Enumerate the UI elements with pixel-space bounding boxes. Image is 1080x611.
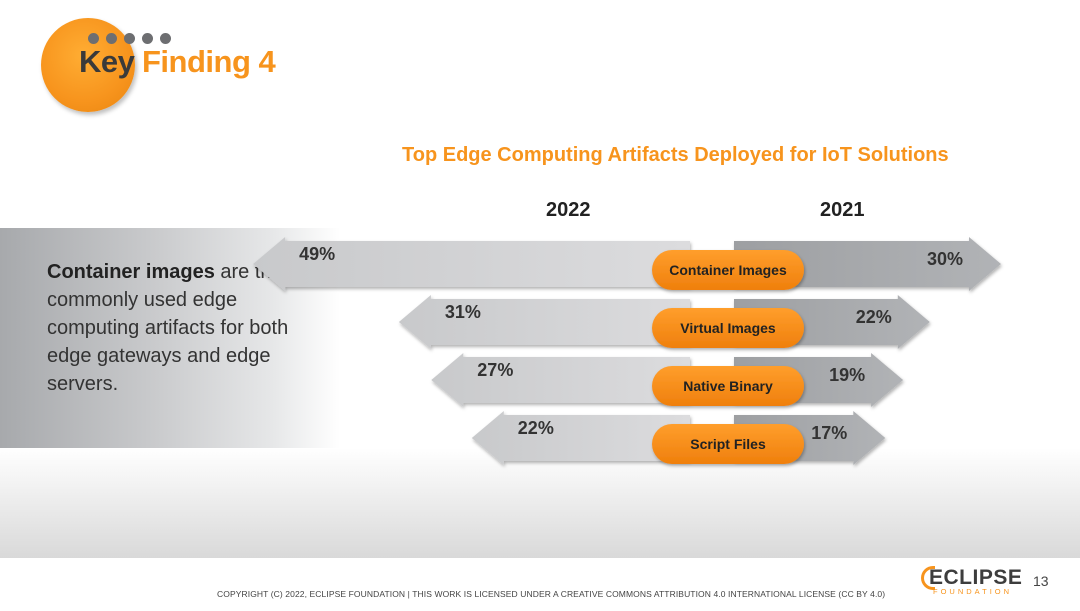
value-label-2021: 17% (811, 423, 847, 443)
category-pill (652, 308, 804, 348)
category-pill (652, 424, 804, 464)
bar-2022-virtual-images (398, 295, 690, 349)
dot (160, 33, 171, 44)
category-label: Native Binary (683, 378, 773, 394)
category-label: Virtual Images (680, 320, 776, 336)
eclipse-logo: ECLIPSE (929, 566, 1023, 589)
value-label-2022: 49% (299, 244, 335, 264)
category-pill (652, 250, 804, 290)
finding-bold: Container images (47, 261, 215, 283)
value-label-2021: 22% (856, 307, 892, 327)
header-title-finding: Finding 4 (142, 44, 276, 79)
category-pill (652, 366, 804, 406)
page-number: 13 (1033, 573, 1049, 589)
year-label-2022: 2022 (546, 199, 591, 221)
bottom-fade (0, 448, 1080, 558)
dot (106, 33, 117, 44)
header-dots (88, 33, 171, 44)
dot (124, 33, 135, 44)
value-label-2022: 31% (445, 302, 481, 322)
footer-bar (0, 558, 1080, 611)
bar-2022-script-files (471, 411, 690, 465)
dot (88, 33, 99, 44)
chart-title: Top Edge Computing Artifacts Deployed fo… (402, 144, 949, 166)
header-title-key: Key (79, 44, 135, 79)
value-label-2022: 27% (477, 360, 513, 380)
value-label-2021: 30% (927, 249, 963, 269)
dot (142, 33, 153, 44)
eclipse-logo-arc-icon (921, 566, 935, 590)
bar-2022-container-images (253, 237, 690, 291)
finding-text: Container images are the most commonly u… (47, 258, 332, 398)
eclipse-logo-sub: FOUNDATION (933, 587, 1013, 596)
value-label-2021: 19% (829, 365, 865, 385)
value-label-2022: 22% (518, 418, 554, 438)
bar-2022-native-binary (431, 353, 690, 407)
category-label: Script Files (690, 436, 766, 452)
category-label: Container Images (669, 262, 787, 278)
header-circle (41, 18, 135, 112)
copyright-text: COPYRIGHT (C) 2022, ECLIPSE FOUNDATION |… (217, 589, 886, 599)
year-label-2021: 2021 (820, 199, 865, 221)
